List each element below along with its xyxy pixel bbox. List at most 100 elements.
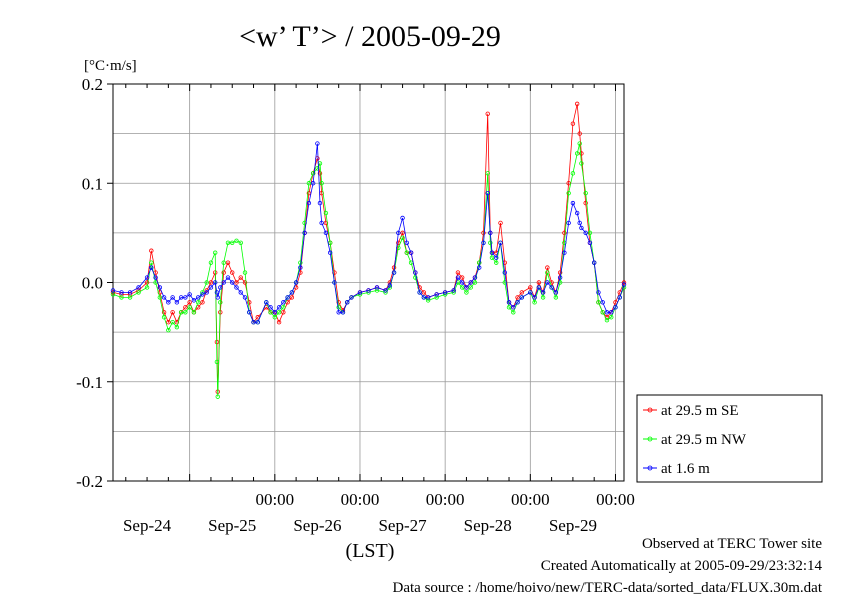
legend-marker xyxy=(647,407,653,413)
chart-title: <w’ T’> / 2005-09-29 xyxy=(239,20,501,53)
legend-marker xyxy=(647,436,653,442)
data-point xyxy=(264,300,269,305)
x-tick-time: 00:00 xyxy=(426,490,465,509)
data-point xyxy=(161,295,167,300)
data-point xyxy=(472,275,478,280)
data-point xyxy=(230,270,235,275)
data-point xyxy=(617,295,622,300)
data-point xyxy=(577,220,582,226)
data-point xyxy=(323,230,329,236)
data-point xyxy=(574,101,580,107)
data-point xyxy=(464,290,469,295)
data-point xyxy=(404,240,410,245)
data-point xyxy=(442,290,448,295)
data-point xyxy=(494,255,499,260)
data-point xyxy=(511,310,516,315)
data-point xyxy=(574,210,580,216)
data-point xyxy=(596,300,601,305)
data-point xyxy=(204,280,209,285)
data-point xyxy=(579,161,584,166)
data-point xyxy=(234,285,239,290)
y-tick-label: 0.2 xyxy=(82,75,103,94)
data-point xyxy=(511,305,516,310)
data-point xyxy=(242,280,248,285)
legend-box xyxy=(636,394,823,483)
data-point xyxy=(255,320,260,325)
data-point xyxy=(600,300,605,305)
data-point xyxy=(157,295,163,300)
data-point xyxy=(545,265,550,270)
data-point xyxy=(214,359,220,365)
legend-label: at 1.6 m xyxy=(661,461,710,477)
data-point xyxy=(319,220,324,226)
data-point xyxy=(208,260,214,265)
data-point xyxy=(238,240,243,245)
data-point xyxy=(532,295,537,300)
data-point xyxy=(170,310,175,315)
data-point xyxy=(600,310,605,315)
data-point xyxy=(583,190,588,196)
data-point xyxy=(230,280,235,285)
data-point xyxy=(136,290,141,295)
legend-marker xyxy=(647,465,653,471)
data-point xyxy=(191,298,197,303)
data-point xyxy=(215,295,220,300)
data-point xyxy=(488,230,493,236)
series-3 xyxy=(110,141,627,325)
data-point xyxy=(587,230,593,236)
data-point xyxy=(562,250,567,255)
data-point xyxy=(434,295,439,300)
data-point xyxy=(183,310,188,315)
data-point xyxy=(566,190,571,196)
data-point xyxy=(127,290,133,295)
data-point xyxy=(400,235,405,241)
data-point xyxy=(276,305,282,310)
data-point xyxy=(212,280,218,285)
data-point xyxy=(187,305,192,310)
data-point xyxy=(200,300,205,305)
series-1 xyxy=(110,101,627,394)
series-line xyxy=(112,143,625,323)
data-point xyxy=(400,230,405,236)
data-point xyxy=(157,285,163,290)
x-tick-date: Sep-29 xyxy=(549,516,597,535)
data-point xyxy=(349,295,354,300)
data-point xyxy=(144,275,150,280)
footer-site: Observed at TERC Tower site xyxy=(641,536,822,552)
data-point xyxy=(387,283,392,288)
data-point xyxy=(425,298,431,303)
y-tick-label: -0.2 xyxy=(76,472,103,491)
data-point xyxy=(553,295,559,300)
data-point xyxy=(468,285,473,290)
data-point xyxy=(621,280,627,285)
data-point xyxy=(574,151,580,156)
data-point xyxy=(221,280,226,285)
data-point xyxy=(218,300,223,305)
x-tick-date: Sep-25 xyxy=(208,516,256,535)
data-point xyxy=(319,181,324,186)
data-point xyxy=(247,310,252,315)
data-point xyxy=(289,290,295,295)
data-point xyxy=(119,290,124,295)
data-point xyxy=(477,265,482,270)
data-point xyxy=(340,310,346,315)
data-point xyxy=(477,260,482,265)
data-point xyxy=(345,300,350,305)
x-tick-date: Sep-24 xyxy=(123,516,172,535)
data-point xyxy=(195,300,201,305)
data-point xyxy=(149,248,154,253)
data-point xyxy=(583,200,588,206)
data-point xyxy=(306,181,312,186)
y-tick-label: -0.1 xyxy=(76,373,103,392)
data-point xyxy=(413,275,418,280)
data-point xyxy=(366,288,371,293)
data-point xyxy=(225,260,231,265)
data-point xyxy=(498,220,503,226)
data-point xyxy=(485,111,490,116)
data-point xyxy=(413,270,418,275)
data-point xyxy=(489,250,495,255)
data-point xyxy=(187,300,192,305)
data-point xyxy=(417,290,422,295)
data-point xyxy=(153,275,158,280)
data-point xyxy=(315,141,320,146)
